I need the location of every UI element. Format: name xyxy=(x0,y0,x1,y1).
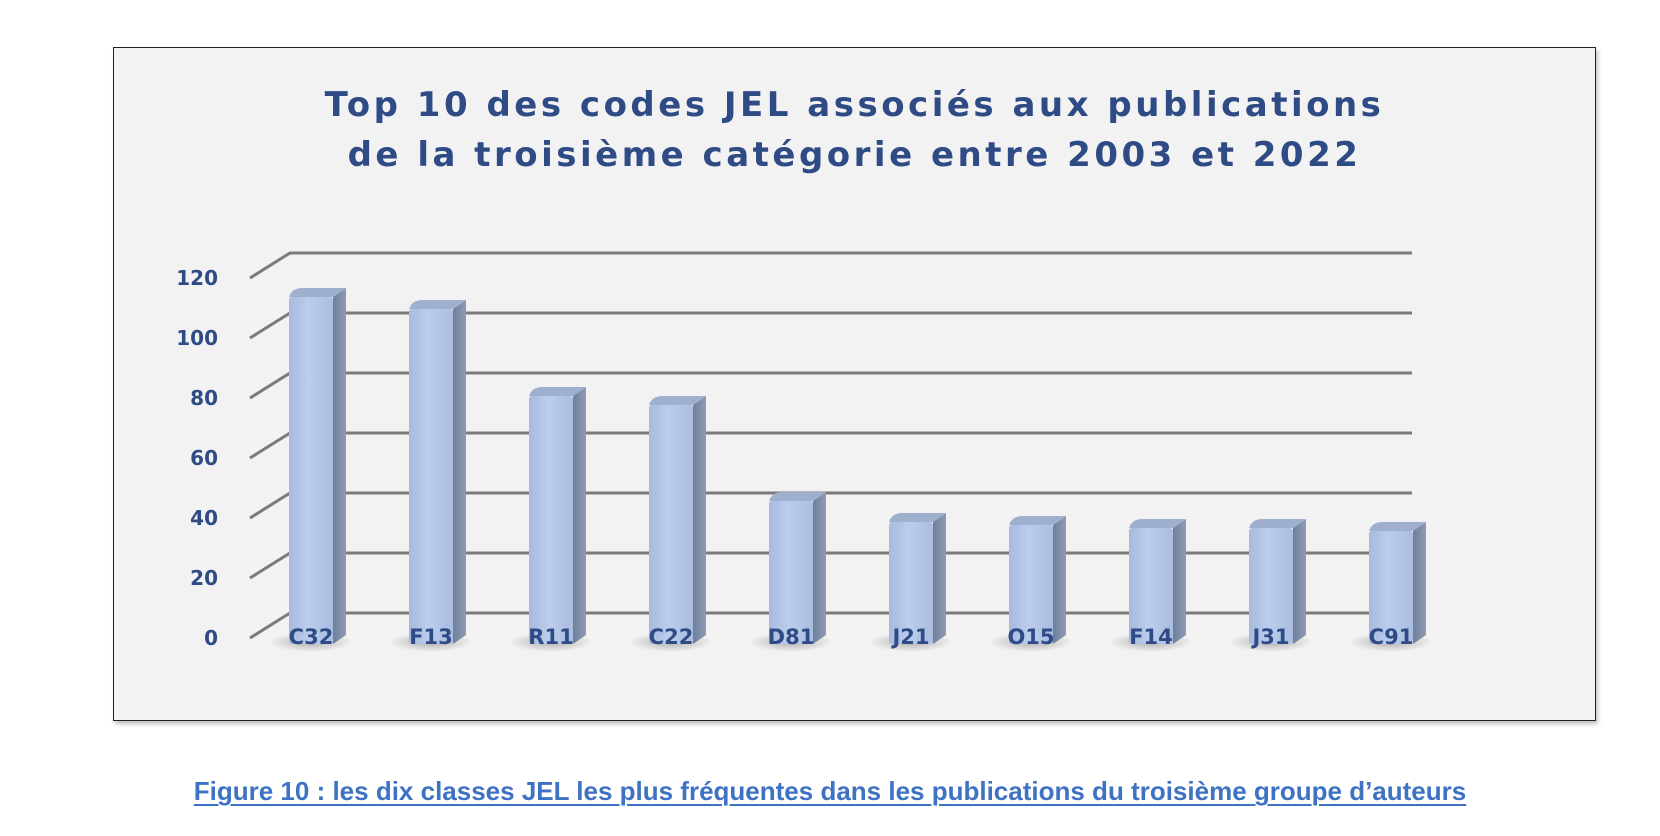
bar-side xyxy=(453,300,466,644)
bar-top xyxy=(409,300,466,309)
bar-top xyxy=(649,396,706,405)
y-tick-labels: 0 20 40 60 80 100 120 xyxy=(176,266,218,650)
x-tick-label: F13 xyxy=(409,625,453,649)
bar-front xyxy=(649,405,693,644)
x-tick-label: R11 xyxy=(528,625,573,649)
bar-chart: 0 20 40 60 80 100 120 C32 F13 R11 C22 D81 J21 O15 F14… xyxy=(176,251,1433,652)
bar-side xyxy=(813,492,826,644)
bar-f14 xyxy=(1129,519,1186,644)
x-tick-label: J31 xyxy=(1250,625,1289,649)
x-tick-labels: C32 F13 R11 C22 D81 J21 O15 F14 J31 C91 xyxy=(289,625,1414,649)
bar-front xyxy=(889,522,933,644)
bar-c22 xyxy=(649,396,706,644)
bar-front xyxy=(1009,525,1053,644)
bar-front xyxy=(409,309,453,644)
y-tick-label: 100 xyxy=(176,326,218,350)
chart-title-line-1: Top 10 des codes JEL associés aux public… xyxy=(324,85,1385,125)
bar-front xyxy=(1369,531,1413,644)
x-tick-label: J21 xyxy=(890,625,929,649)
y-tick-label: 80 xyxy=(190,386,218,410)
bar-top xyxy=(1369,522,1426,531)
bar-side xyxy=(933,513,946,644)
x-tick-label: D81 xyxy=(768,625,815,649)
bar-o15 xyxy=(1009,516,1066,644)
bar-j31 xyxy=(1249,519,1306,644)
bar-side xyxy=(1173,519,1186,644)
y-tick-label: 0 xyxy=(204,626,218,650)
chart-title-line-2: de la troisième catégorie entre 2003 et … xyxy=(347,135,1362,175)
bar-top xyxy=(529,387,586,396)
bar-top xyxy=(769,492,826,501)
x-tick-label: C22 xyxy=(649,625,694,649)
y-tick-label: 20 xyxy=(190,566,218,590)
bar-top xyxy=(1129,519,1186,528)
bar-top xyxy=(1249,519,1306,528)
bar-front xyxy=(1249,528,1293,644)
bar-c32 xyxy=(289,288,346,644)
bar-f13 xyxy=(409,300,466,644)
bar-side xyxy=(573,387,586,644)
gridline xyxy=(249,251,1412,280)
x-tick-label: O15 xyxy=(1007,625,1054,649)
bar-c91 xyxy=(1369,522,1426,644)
bar-side xyxy=(693,396,706,644)
y-tick-label: 40 xyxy=(190,506,218,530)
bar-j21 xyxy=(889,513,946,644)
x-tick-label: F14 xyxy=(1129,625,1173,649)
bar-top xyxy=(889,513,946,522)
bar-side xyxy=(1413,522,1426,644)
bar-side xyxy=(1293,519,1306,644)
bar-front xyxy=(289,297,333,644)
bar-top xyxy=(1009,516,1066,525)
x-tick-label: C32 xyxy=(289,625,334,649)
bar-top xyxy=(289,288,346,297)
bar-front xyxy=(769,501,813,644)
bar-r11 xyxy=(529,387,586,644)
chart-frame: Top 10 des codes JEL associés aux public… xyxy=(113,47,1596,721)
x-tick-label: C91 xyxy=(1369,625,1414,649)
bar-side xyxy=(1053,516,1066,644)
y-tick-label: 60 xyxy=(190,446,218,470)
bar-side xyxy=(333,288,346,644)
bar-front xyxy=(529,396,573,644)
bar-layer xyxy=(289,288,1426,644)
chart-title: Top 10 des codes JEL associés aux public… xyxy=(114,80,1595,180)
figure-caption[interactable]: Figure 10 : les dix classes JEL les plus… xyxy=(193,776,1467,806)
y-tick-label: 120 xyxy=(176,266,218,290)
bar-d81 xyxy=(769,492,826,644)
bar-front xyxy=(1129,528,1173,644)
